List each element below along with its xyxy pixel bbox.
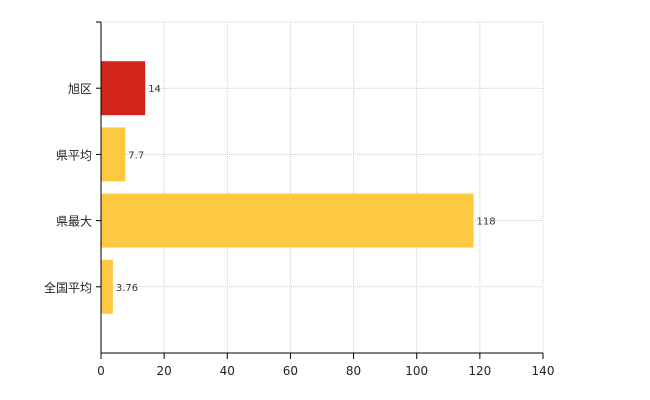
category-label-3: 全国平均 xyxy=(44,280,92,295)
x-tick-label-7: 140 xyxy=(532,364,555,378)
category-label-2: 県最大 xyxy=(56,215,92,229)
category-label-1: 県平均 xyxy=(56,148,92,162)
bar-1 xyxy=(101,127,126,182)
grid-lines xyxy=(101,21,544,353)
data-label-0: 14 xyxy=(148,84,161,95)
labels: 14 旭区 7.7 県平均 118 県最大 3.76 全国平均 0 20 40 60 80 100 120 1… xyxy=(44,82,554,378)
axes xyxy=(96,21,544,359)
bar-2 xyxy=(101,193,474,248)
x-tick-label-2: 40 xyxy=(220,364,235,378)
x-tick-label-5: 100 xyxy=(405,364,428,378)
x-tick-label-3: 60 xyxy=(283,364,298,378)
bar-0 xyxy=(101,61,146,116)
x-tick-label-4: 80 xyxy=(346,364,361,378)
x-tick-label-1: 20 xyxy=(157,364,172,378)
x-tick-label-6: 120 xyxy=(468,364,491,378)
bar-3 xyxy=(101,259,113,314)
data-label-2: 118 xyxy=(477,217,496,228)
data-label-3: 3.76 xyxy=(116,283,138,294)
x-tick-label-0: 0 xyxy=(97,364,105,378)
category-label-0: 旭区 xyxy=(68,82,92,96)
data-label-1: 7.7 xyxy=(128,150,144,161)
bars xyxy=(101,61,474,314)
